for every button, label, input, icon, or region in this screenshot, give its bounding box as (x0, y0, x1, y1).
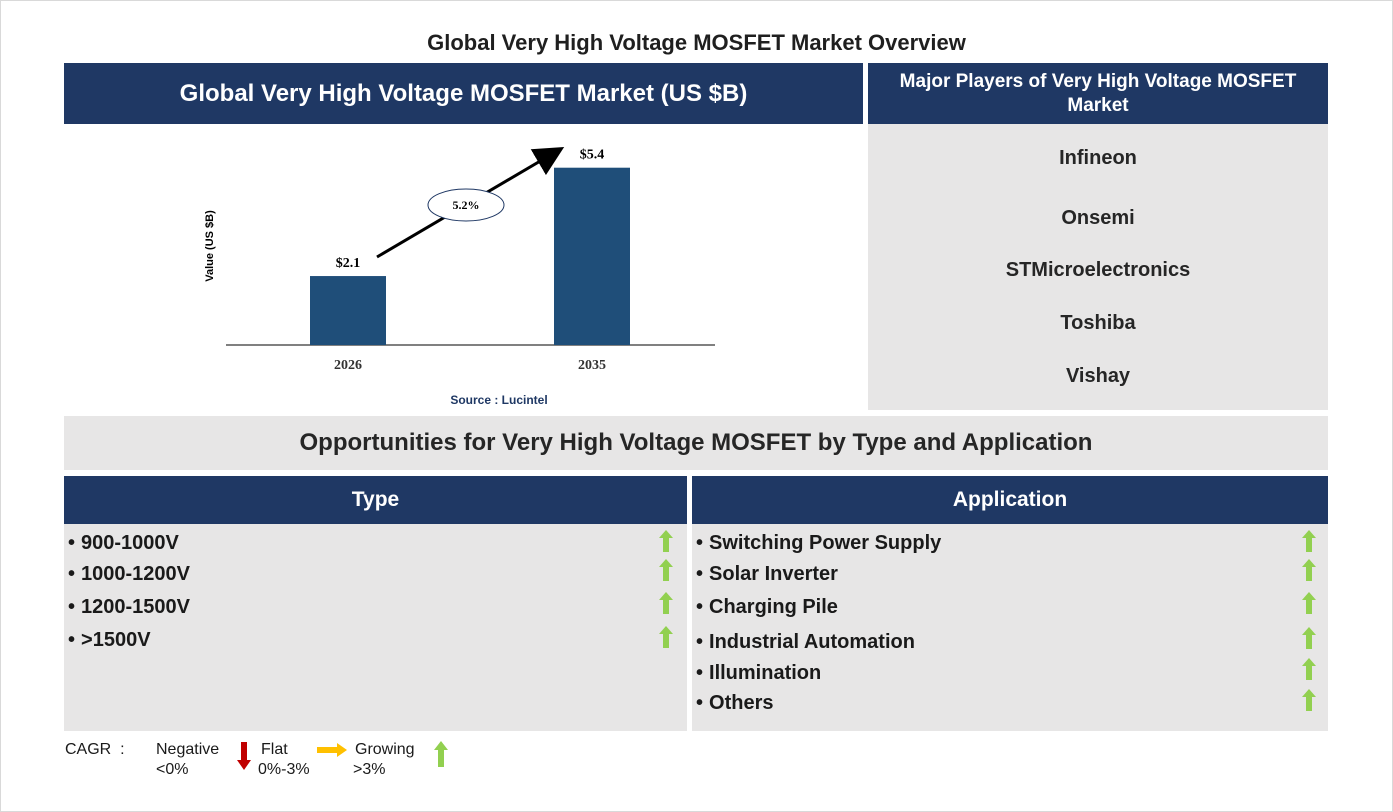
y-axis-label: Value (US $B) (204, 210, 216, 282)
growing-arrow-icon (659, 626, 673, 648)
market-bar-chart: Value (US $B) $2.1 2026 $5.4 2035 5.2% Sour… (204, 146, 715, 407)
type-item: • >1500V (68, 629, 151, 651)
type-item-label: 900-1000V (81, 532, 179, 554)
application-item-label: Others (709, 692, 774, 714)
bars-group: $2.1 2026 $5.4 2035 (310, 148, 630, 373)
players-panel: Infineon Onsemi STMicroelectronics Toshi… (868, 124, 1328, 410)
bar-2035 (554, 167, 630, 345)
bar-2026 (310, 276, 386, 345)
chart-panel-header: Global Very High Voltage MOSFET Market (… (64, 63, 863, 124)
player-infineon: Infineon (1059, 147, 1137, 169)
type-item-label: >1500V (81, 629, 151, 651)
cagr-ellipse (427, 188, 505, 222)
bar-value-label: $5.4 (580, 148, 605, 163)
cagr-label: 5.2% (453, 198, 480, 212)
player-stmicroelectronics: STMicroelectronics (1005, 259, 1191, 281)
growing-arrow-icon (1302, 559, 1316, 581)
x-tick-label: 2035 (578, 358, 606, 373)
chart-panel: Value (US $B) $2.1 2026 $5.4 2035 5.2% Sour… (64, 124, 863, 410)
flat-arrow-icon (317, 743, 347, 757)
application-header: Application (692, 476, 1328, 524)
legend-growing-label: Growing (355, 741, 415, 758)
application-panel: • Switching Power Supply • Solar Inverter … (692, 524, 1328, 731)
bar-value-label: $2.1 (336, 256, 361, 271)
player-toshiba: Toshiba (1060, 312, 1136, 334)
growing-arrow-icon (1302, 592, 1316, 614)
legend-flat-range: 0%-3% (258, 761, 310, 778)
player-onsemi: Onsemi (1061, 207, 1135, 229)
growing-arrow-icon (1302, 530, 1316, 552)
legend-cagr-label: CAGR : (65, 741, 125, 758)
growing-arrow-icon (659, 592, 673, 614)
type-item-label: 1200-1500V (81, 596, 190, 618)
growing-arrow-icon (1302, 658, 1316, 680)
type-header: Type (64, 476, 687, 524)
growing-arrow-icon (659, 559, 673, 581)
application-item: • Charging Pile (696, 596, 838, 618)
application-item-label: Illumination (709, 662, 822, 684)
application-item-label: Charging Pile (709, 596, 838, 618)
legend-flat-label: Flat (261, 741, 288, 758)
negative-arrow-icon (237, 742, 251, 770)
legend-negative-range: <0% (156, 761, 189, 778)
type-item: • 1000-1200V (68, 563, 190, 585)
type-item-label: 1000-1200V (81, 563, 190, 585)
player-vishay: Vishay (1065, 365, 1131, 387)
application-item-label: Switching Power Supply (709, 532, 942, 554)
growing-arrow-icon (434, 741, 448, 767)
application-item: • Solar Inverter (696, 563, 838, 585)
legend-growing-range: >3% (353, 761, 386, 778)
application-item: • Illumination (696, 662, 822, 684)
type-item: • 1200-1500V (68, 596, 190, 618)
growing-arrow-icon (1302, 627, 1316, 649)
type-panel: • 900-1000V • 1000-1200V • 1200-1500V • >150… (64, 524, 687, 731)
legend-negative-label: Negative (156, 741, 220, 758)
application-item-label: Industrial Automation (709, 631, 915, 653)
players-header: Major Players of Very High Voltage MOSFE… (868, 63, 1328, 124)
application-item: • Industrial Automation (696, 631, 915, 653)
page-title: Global Very High Voltage MOSFET Market O… (427, 30, 966, 55)
type-item: • 900-1000V (68, 532, 179, 554)
chart-source: Source : Lucintel (450, 393, 547, 407)
x-tick-label: 2026 (334, 358, 362, 373)
growing-arrow-icon (659, 530, 673, 552)
application-item: • Others (696, 692, 774, 714)
growing-arrow-icon (1302, 689, 1316, 711)
cagr-legend: CAGR : Negative <0% Flat 0%-3% Growing >… (0, 738, 600, 798)
application-item: • Switching Power Supply (696, 532, 942, 554)
application-item-label: Solar Inverter (709, 563, 838, 585)
opportunities-banner: Opportunities for Very High Voltage MOSF… (64, 416, 1328, 470)
